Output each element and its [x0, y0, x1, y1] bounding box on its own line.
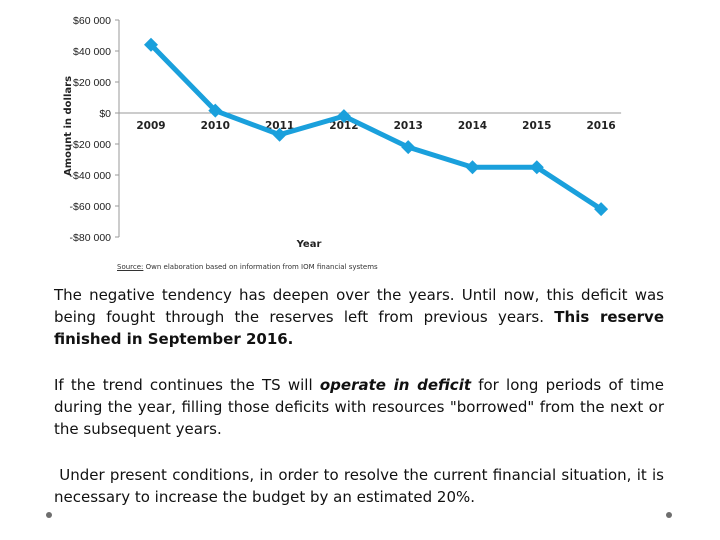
x-tick-label: 2013 — [394, 120, 423, 132]
line-chart: $60 000 $40 000 $20 000 $0 -$20 000 -$40 000 -… — [63, 15, 622, 250]
bullet-dot-left — [46, 512, 52, 518]
data-point — [272, 127, 287, 142]
data-point — [401, 140, 416, 155]
x-tick-label: 2012 — [329, 120, 358, 132]
y-tick-label: $20 000 — [73, 77, 111, 89]
y-tick-label: -$80 000 — [70, 232, 112, 244]
x-tick-label: 2016 — [586, 120, 615, 132]
paragraph-reserve: The negative tendency has deepen over th… — [54, 284, 664, 350]
x-axis-title: Year — [296, 239, 322, 250]
y-tick-label: $0 — [99, 108, 111, 120]
y-tick-label: -$20 000 — [70, 139, 112, 151]
y-axis-ticks: $60 000 $40 000 $20 000 $0 -$20 000 -$40 000 -… — [70, 15, 119, 244]
data-point — [208, 103, 223, 118]
x-tick-label: 2014 — [458, 120, 487, 132]
data-point — [144, 37, 158, 52]
source-label: Source: — [117, 263, 144, 271]
bullet-dot-right — [666, 512, 672, 518]
paragraph-trend-emphasis: operate in deficit — [319, 376, 472, 394]
x-axis-ticks: 2009 2010 2011 2012 2013 2014 2015 2016 — [136, 120, 615, 132]
paragraph-trend-before: If the trend continues the TS will — [54, 376, 320, 394]
data-point — [529, 160, 544, 175]
paragraph-reserve-text: The negative tendency has deepen over th… — [54, 286, 664, 326]
data-point — [594, 202, 609, 217]
data-point — [336, 109, 351, 124]
y-tick-label: $60 000 — [73, 15, 111, 27]
y-tick-label: -$40 000 — [70, 170, 112, 182]
y-axis-title: Amount in dollars — [63, 76, 74, 176]
paragraph-budget-text: Under present conditions, in order to re… — [54, 466, 664, 506]
paragraph-reserve-emphasis: This reserve finished in September 2016. — [54, 308, 664, 348]
paragraph-trend: If the trend continues the TS will opera… — [54, 374, 664, 440]
paragraph-trend-after: for long periods of time during the year… — [54, 376, 664, 438]
y-tick-label: -$60 000 — [70, 201, 112, 213]
x-tick-label: 2009 — [136, 120, 165, 132]
series-amount — [144, 37, 609, 217]
x-tick-label: 2015 — [522, 120, 551, 132]
x-tick-label: 2010 — [201, 120, 230, 132]
paragraph-budget: Under present conditions, in order to re… — [54, 464, 664, 508]
y-tick-label: $40 000 — [73, 46, 111, 58]
source-text: Own elaboration based on information fro… — [143, 263, 378, 271]
x-tick-label: 2011 — [265, 120, 294, 132]
source-note: Source: Own elaboration based on informa… — [117, 263, 378, 271]
data-point — [465, 160, 480, 175]
series-line — [148, 42, 604, 212]
